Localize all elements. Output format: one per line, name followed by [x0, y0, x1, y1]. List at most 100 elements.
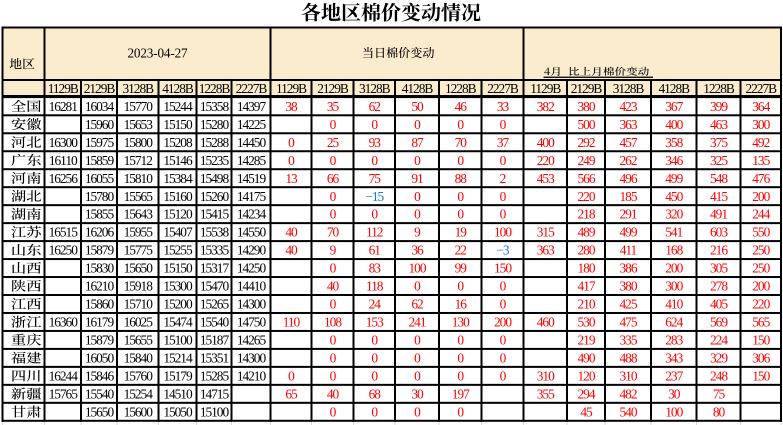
- svg-text:16360: 16360: [49, 315, 79, 330]
- svg-text:14397: 14397: [237, 99, 267, 114]
- svg-text:3128B: 3128B: [359, 81, 391, 96]
- svg-text:15650: 15650: [124, 261, 154, 276]
- svg-text:15855: 15855: [85, 207, 115, 222]
- svg-text:14410: 14410: [237, 279, 267, 294]
- svg-text:499: 499: [665, 171, 683, 186]
- svg-text:16250: 16250: [49, 243, 79, 258]
- svg-text:489: 489: [578, 225, 596, 240]
- svg-text:15770: 15770: [124, 99, 154, 114]
- svg-text:405: 405: [710, 297, 728, 312]
- svg-text:15146: 15146: [163, 153, 193, 168]
- svg-text:40: 40: [285, 243, 298, 258]
- svg-text:0: 0: [288, 153, 295, 168]
- svg-text:457: 457: [620, 135, 638, 150]
- svg-text:16281: 16281: [49, 99, 78, 114]
- svg-text:14250: 14250: [237, 261, 267, 276]
- svg-text:83: 83: [369, 261, 382, 276]
- svg-text:335: 335: [620, 333, 638, 348]
- svg-text:15810: 15810: [124, 171, 154, 186]
- svg-text:530: 530: [578, 315, 596, 330]
- svg-text:16256: 16256: [49, 171, 79, 186]
- svg-text:15840: 15840: [124, 350, 154, 365]
- svg-text:15474: 15474: [163, 315, 193, 330]
- svg-text:15300: 15300: [163, 279, 193, 294]
- svg-text:135: 135: [752, 153, 770, 168]
- svg-text:0: 0: [330, 404, 337, 419]
- svg-text:16034: 16034: [85, 99, 115, 114]
- svg-text:278: 278: [710, 279, 728, 294]
- svg-text:0: 0: [500, 207, 507, 222]
- svg-text:15538: 15538: [200, 225, 230, 240]
- svg-text:491: 491: [710, 207, 727, 222]
- svg-text:16300: 16300: [49, 135, 79, 150]
- svg-text:0: 0: [500, 117, 507, 132]
- svg-text:2227B: 2227B: [487, 81, 519, 96]
- svg-text:0: 0: [288, 368, 295, 383]
- svg-text:15540: 15540: [85, 386, 115, 401]
- svg-text:15918: 15918: [124, 279, 154, 294]
- svg-text:15255: 15255: [163, 243, 193, 258]
- svg-text:15208: 15208: [163, 135, 193, 150]
- svg-text:280: 280: [578, 243, 596, 258]
- svg-text:62: 62: [411, 297, 423, 312]
- svg-text:16244: 16244: [49, 368, 79, 383]
- svg-text:9: 9: [330, 243, 337, 258]
- svg-text:16206: 16206: [85, 225, 115, 240]
- svg-text:0: 0: [371, 350, 378, 365]
- svg-text:0: 0: [500, 297, 507, 312]
- svg-text:15653: 15653: [124, 117, 154, 132]
- svg-text:70: 70: [455, 135, 468, 150]
- svg-text:0: 0: [330, 368, 337, 383]
- svg-text:16050: 16050: [85, 350, 115, 365]
- svg-text:500: 500: [578, 117, 596, 132]
- svg-text:320: 320: [665, 207, 683, 222]
- svg-text:450: 450: [665, 189, 683, 204]
- svg-text:110: 110: [283, 315, 301, 330]
- svg-text:9: 9: [414, 225, 421, 240]
- svg-text:15384: 15384: [163, 171, 193, 186]
- svg-text:14300: 14300: [237, 350, 267, 365]
- svg-text:15120: 15120: [163, 207, 193, 222]
- svg-text:463: 463: [710, 117, 728, 132]
- svg-text:68: 68: [369, 386, 382, 401]
- svg-text:200: 200: [665, 261, 683, 276]
- svg-text:16110: 16110: [49, 153, 78, 168]
- svg-text:16515: 16515: [49, 225, 79, 240]
- svg-text:300: 300: [752, 117, 770, 132]
- svg-text:14210: 14210: [237, 368, 267, 383]
- svg-text:224: 224: [710, 333, 728, 348]
- svg-text:180: 180: [578, 261, 596, 276]
- svg-text:65: 65: [285, 386, 298, 401]
- svg-text:15187: 15187: [200, 333, 230, 348]
- svg-text:603: 603: [710, 225, 728, 240]
- svg-text:375: 375: [710, 135, 728, 150]
- svg-text:1129B: 1129B: [48, 81, 79, 96]
- svg-text:399: 399: [710, 99, 728, 114]
- svg-text:108: 108: [324, 315, 342, 330]
- svg-text:569: 569: [710, 315, 728, 330]
- svg-text:15280: 15280: [200, 117, 230, 132]
- svg-text:14290: 14290: [237, 243, 267, 258]
- svg-text:100: 100: [409, 261, 427, 276]
- svg-text:15879: 15879: [85, 243, 115, 258]
- svg-text:15200: 15200: [163, 297, 193, 312]
- svg-text:70: 70: [327, 225, 340, 240]
- svg-text:411: 411: [620, 243, 637, 258]
- svg-text:4128B: 4128B: [402, 81, 434, 96]
- svg-text:540: 540: [620, 404, 638, 419]
- svg-text:45: 45: [580, 404, 593, 419]
- svg-text:15765: 15765: [49, 386, 79, 401]
- svg-text:0: 0: [414, 117, 421, 132]
- svg-text:453: 453: [537, 171, 555, 186]
- svg-text:305: 305: [710, 261, 728, 276]
- svg-text:2227B: 2227B: [236, 81, 268, 96]
- svg-text:363: 363: [620, 117, 638, 132]
- svg-text:15288: 15288: [200, 135, 230, 150]
- svg-text:0: 0: [414, 404, 421, 419]
- svg-text:541: 541: [665, 225, 682, 240]
- svg-text:241: 241: [409, 315, 426, 330]
- svg-text:15846: 15846: [85, 368, 115, 383]
- svg-text:200: 200: [752, 189, 770, 204]
- svg-text:218: 218: [578, 207, 596, 222]
- svg-text:496: 496: [620, 171, 638, 186]
